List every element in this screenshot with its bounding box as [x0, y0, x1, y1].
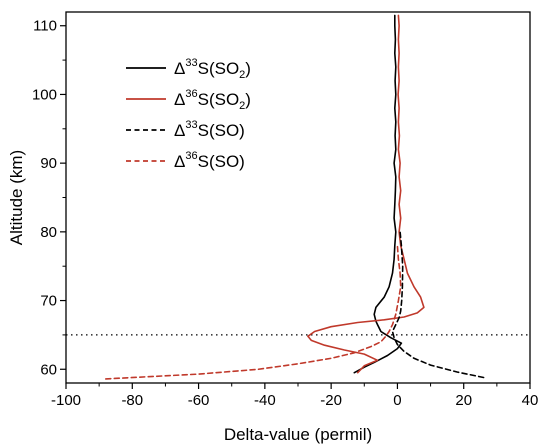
y-tick-label: 60: [40, 361, 57, 378]
x-tick-label: -100: [51, 392, 81, 409]
y-tick-label: 70: [40, 293, 57, 310]
legend: Δ33S(SO2) Δ36S(SO2) Δ33S(SO) Δ36S(SO): [126, 57, 251, 171]
y-tick-label: 90: [40, 155, 57, 172]
x-tick-label: 20: [455, 392, 472, 409]
legend-label-3: Δ33S(SO): [174, 119, 245, 140]
legend-label-4: Δ36S(SO): [174, 150, 245, 171]
x-axis-title: Delta-value (permil): [224, 425, 372, 444]
x-tick-label: 0: [393, 392, 401, 409]
x-tick-label: -40: [254, 392, 276, 409]
y-tick-label: 80: [40, 224, 57, 241]
y-tick-label: 110: [33, 18, 57, 35]
x-tick-label: 40: [522, 392, 539, 409]
x-tick-label: -80: [121, 392, 143, 409]
series-line-3: [391, 231, 485, 379]
legend-label-1: Δ33S(SO2): [174, 57, 251, 81]
series-line-2: [307, 14, 425, 374]
y-tick-label: 100: [32, 86, 57, 103]
series-layer: [105, 14, 485, 380]
x-tick-label: -20: [320, 392, 342, 409]
series-line-4: [105, 244, 402, 380]
ticks: -100 -80 -60 -40 -20 0 20 40 60 70 80 90 100 110: [32, 18, 538, 409]
x-tick-label: -60: [188, 392, 210, 409]
legend-label-2: Δ36S(SO2): [174, 88, 251, 112]
y-axis-title: Altitude (km): [7, 150, 26, 245]
